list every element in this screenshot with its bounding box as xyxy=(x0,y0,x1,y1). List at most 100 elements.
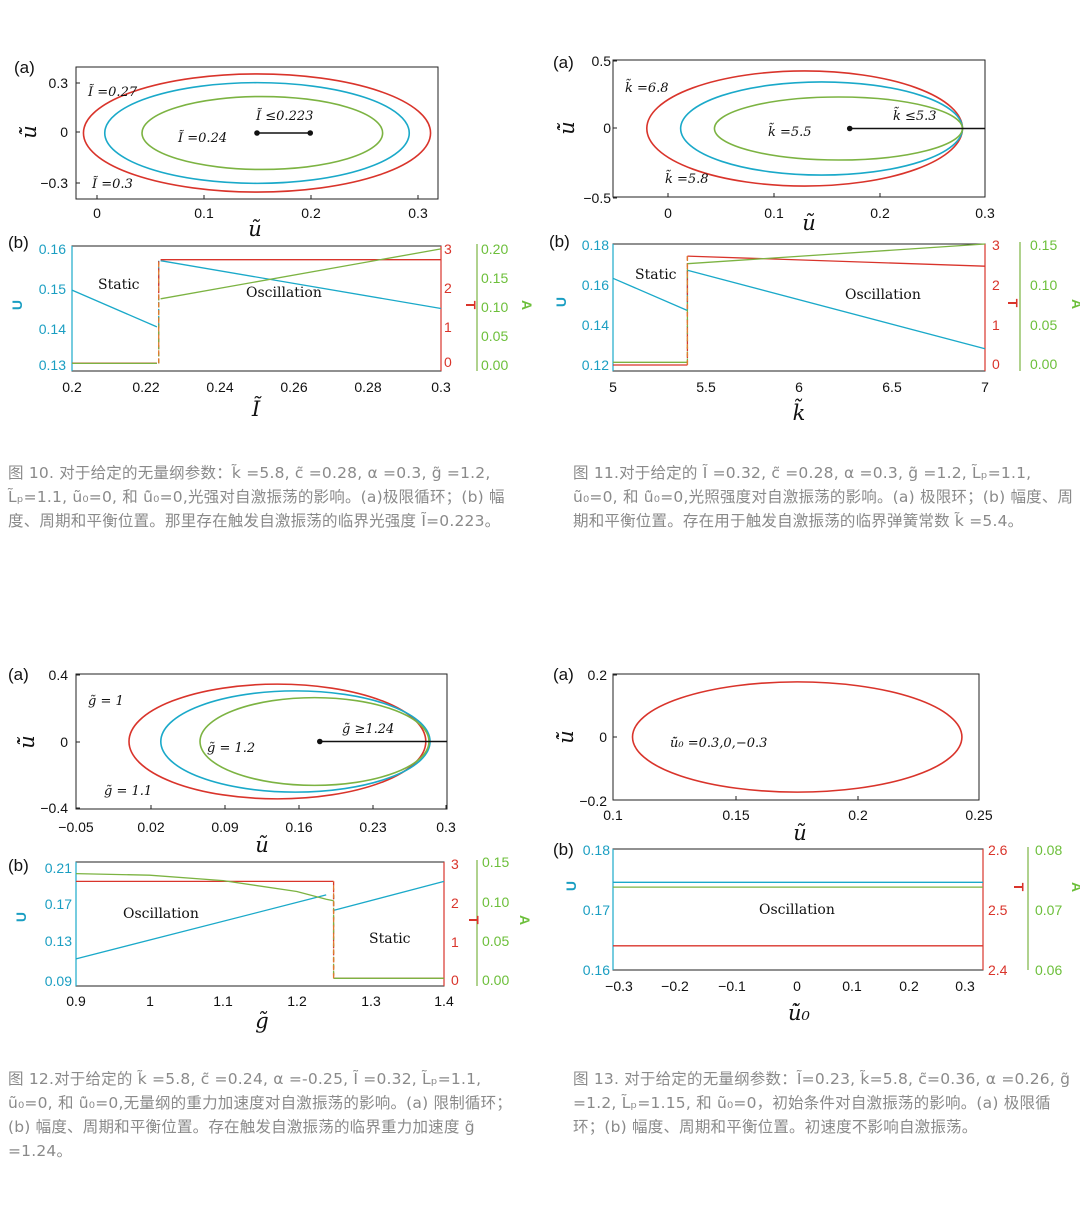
fig12b-left-tick: 0.13 xyxy=(45,933,72,949)
fig10b-right1-tick: 1 xyxy=(444,319,452,335)
fig10b-right2-label: A xyxy=(519,300,535,310)
fig10a-xtick: 0.2 xyxy=(301,205,321,221)
fig10a-static-point xyxy=(254,130,260,136)
fig11b-right1-tick: 2 xyxy=(992,277,1000,293)
fig10b-series-U xyxy=(160,260,442,310)
fig10a-xtick: 0.1 xyxy=(194,205,214,221)
fig10a-limit-cycle xyxy=(103,81,411,185)
fig13a-panel-letter: (a) xyxy=(553,665,574,684)
figure-10-caption: 图 10. 对于给定的无量纲参数：k̃ =5.8, c̃ =0.28, α =0… xyxy=(8,464,505,530)
fig12b-xlabel: g̃ xyxy=(255,1009,268,1033)
fig12a-xtick: 0.23 xyxy=(359,819,386,835)
fig11b-right1-tick: 0 xyxy=(992,356,1000,372)
fig10b-right1-tick: 2 xyxy=(444,280,452,296)
fig13a-ytick: 0 xyxy=(599,729,607,745)
fig11a-annotation: k̃ =5.8 xyxy=(665,170,709,187)
fig11b-left-tick: 0.12 xyxy=(582,357,609,373)
fig12a-xtick: 0.3 xyxy=(436,819,456,835)
fig11a-panel-letter: (a) xyxy=(553,53,574,72)
fig10b-xlabel: Ĩ xyxy=(251,397,262,421)
fig13a-xtick: 0.2 xyxy=(848,807,868,823)
chart-marks xyxy=(71,59,1029,987)
fig11b-plot-frame xyxy=(612,243,986,372)
fig10a-static-point xyxy=(307,130,314,136)
fig12b-right1-tick: 1 xyxy=(451,934,459,950)
fig11b-xtick: 5.5 xyxy=(696,379,716,395)
fig12b-right2-label: A xyxy=(517,915,533,925)
fig11a-ytick: 0.5 xyxy=(592,53,612,69)
fig13b-xtick: 0 xyxy=(793,978,801,994)
fig13b-panel-letter: (b) xyxy=(553,840,574,859)
fig12a-xtick: 0.02 xyxy=(137,819,164,835)
fig13b-right2-tick: 0.08 xyxy=(1035,842,1062,858)
fig13b-right1-tick: 2.5 xyxy=(988,902,1008,918)
fig11a-xtick: 0.1 xyxy=(764,205,784,221)
fig11b-xlabel: k̃ xyxy=(793,398,806,425)
fig11b-left-tick: 0.14 xyxy=(582,317,609,333)
fig12b-right1-label: T xyxy=(466,916,482,925)
fig12b-region-label: Static xyxy=(369,931,411,947)
fig13a-annotation: u̇̃₀ =0.3,0,−0.3 xyxy=(670,736,767,751)
fig12a-xtick: −0.05 xyxy=(58,819,94,835)
fig11b-xtick: 5 xyxy=(609,379,617,395)
fig10a-annotation: Ĩ =0.27 xyxy=(87,84,138,100)
fig13b-right2-label: A xyxy=(1069,882,1080,892)
fig12a-xtick: 0.09 xyxy=(211,819,238,835)
fig12a-ytick: −0.4 xyxy=(40,800,68,816)
fig11b-series-T xyxy=(687,255,986,267)
fig12b-series-A-curve xyxy=(75,872,334,902)
fig11b-panel-letter: (b) xyxy=(549,232,570,251)
fig10b-panel-letter: (b) xyxy=(8,233,29,252)
fig13a-ylabel: u̇̃ xyxy=(554,730,578,744)
fig13a-xlabel: ũ xyxy=(793,821,807,845)
fig11a-ytick: −0.5 xyxy=(583,190,611,206)
fig11a-xtick: 0 xyxy=(664,205,672,221)
fig12b-right2-tick: 0.00 xyxy=(482,972,509,988)
fig10b-right2-tick: 0.00 xyxy=(481,357,508,373)
fig12b-series-U xyxy=(75,894,327,960)
fig10a-annotation: Ĩ ≤0.223 xyxy=(255,108,313,124)
fig13a-ytick: −0.2 xyxy=(579,793,607,809)
fig13b-region-label: Oscillation xyxy=(759,902,835,918)
fig12b-xtick: 1.2 xyxy=(287,993,307,1009)
fig10a-ytick: 0 xyxy=(60,124,68,140)
fig13b-xtick: −0.2 xyxy=(661,978,689,994)
fig11b-series-U xyxy=(612,277,688,312)
fig11a-annotation: k̃ =5.5 xyxy=(768,123,812,140)
fig10b-xtick: 0.24 xyxy=(206,379,233,395)
fig12a-annotation: g̃ = 1.2 xyxy=(207,741,255,756)
fig13a-xtick: 0.1 xyxy=(603,807,623,823)
fig12b-xtick: 1.4 xyxy=(434,993,454,1009)
fig13a-xtick: 0.15 xyxy=(722,807,749,823)
fig10b-xtick: 0.2 xyxy=(62,379,82,395)
fig11b-right1-tick: 3 xyxy=(992,237,1000,253)
fig12a-ylabel: u̇̃ xyxy=(15,735,39,749)
fig10b-region-label: Oscillation xyxy=(246,285,322,301)
fig13b-right2-tick: 0.06 xyxy=(1035,962,1062,978)
fig10b-left-tick: 0.15 xyxy=(39,281,66,297)
fig10a-ytick: −0.3 xyxy=(40,175,68,191)
fig11b-series-A xyxy=(687,243,986,265)
fig13a-xtick: 0.25 xyxy=(965,807,992,823)
fig13a-ytick: 0.2 xyxy=(588,667,608,683)
fig10a-limit-cycle xyxy=(82,73,432,193)
fig12a-xlabel: ũ xyxy=(255,833,269,857)
fig13b-xtick: 0.2 xyxy=(899,978,919,994)
fig13b-xtick: −0.3 xyxy=(605,978,633,994)
fig12b-panel-letter: (b) xyxy=(8,856,29,875)
fig10a-ylabel: u̇̃ xyxy=(17,125,41,139)
fig12b-right1-tick: 0 xyxy=(451,972,459,988)
fig12b-left-tick: 0.09 xyxy=(45,973,72,989)
fig10b-xtick: 0.28 xyxy=(354,379,381,395)
fig13a-limit-cycle xyxy=(631,681,963,793)
fig12a-annotation: g̃ = 1.1 xyxy=(104,784,152,799)
fig10b-series-U xyxy=(71,289,158,328)
fig10b-right2-tick: 0.15 xyxy=(481,270,508,286)
fig11b-region-label: Oscillation xyxy=(845,287,921,303)
figure-13-caption: 图 13. 对于给定的无量纲参数：Ĩ=0.23, k̃=5.8, c̃=0.36… xyxy=(573,1070,1071,1136)
fig12a-panel-letter: (a) xyxy=(8,665,29,684)
fig10b-region-label: Static xyxy=(98,277,140,293)
fig13b-xtick: −0.1 xyxy=(718,978,746,994)
fig11a-xtick: 0.2 xyxy=(870,205,890,221)
fig10b-right2-tick: 0.10 xyxy=(481,299,508,315)
